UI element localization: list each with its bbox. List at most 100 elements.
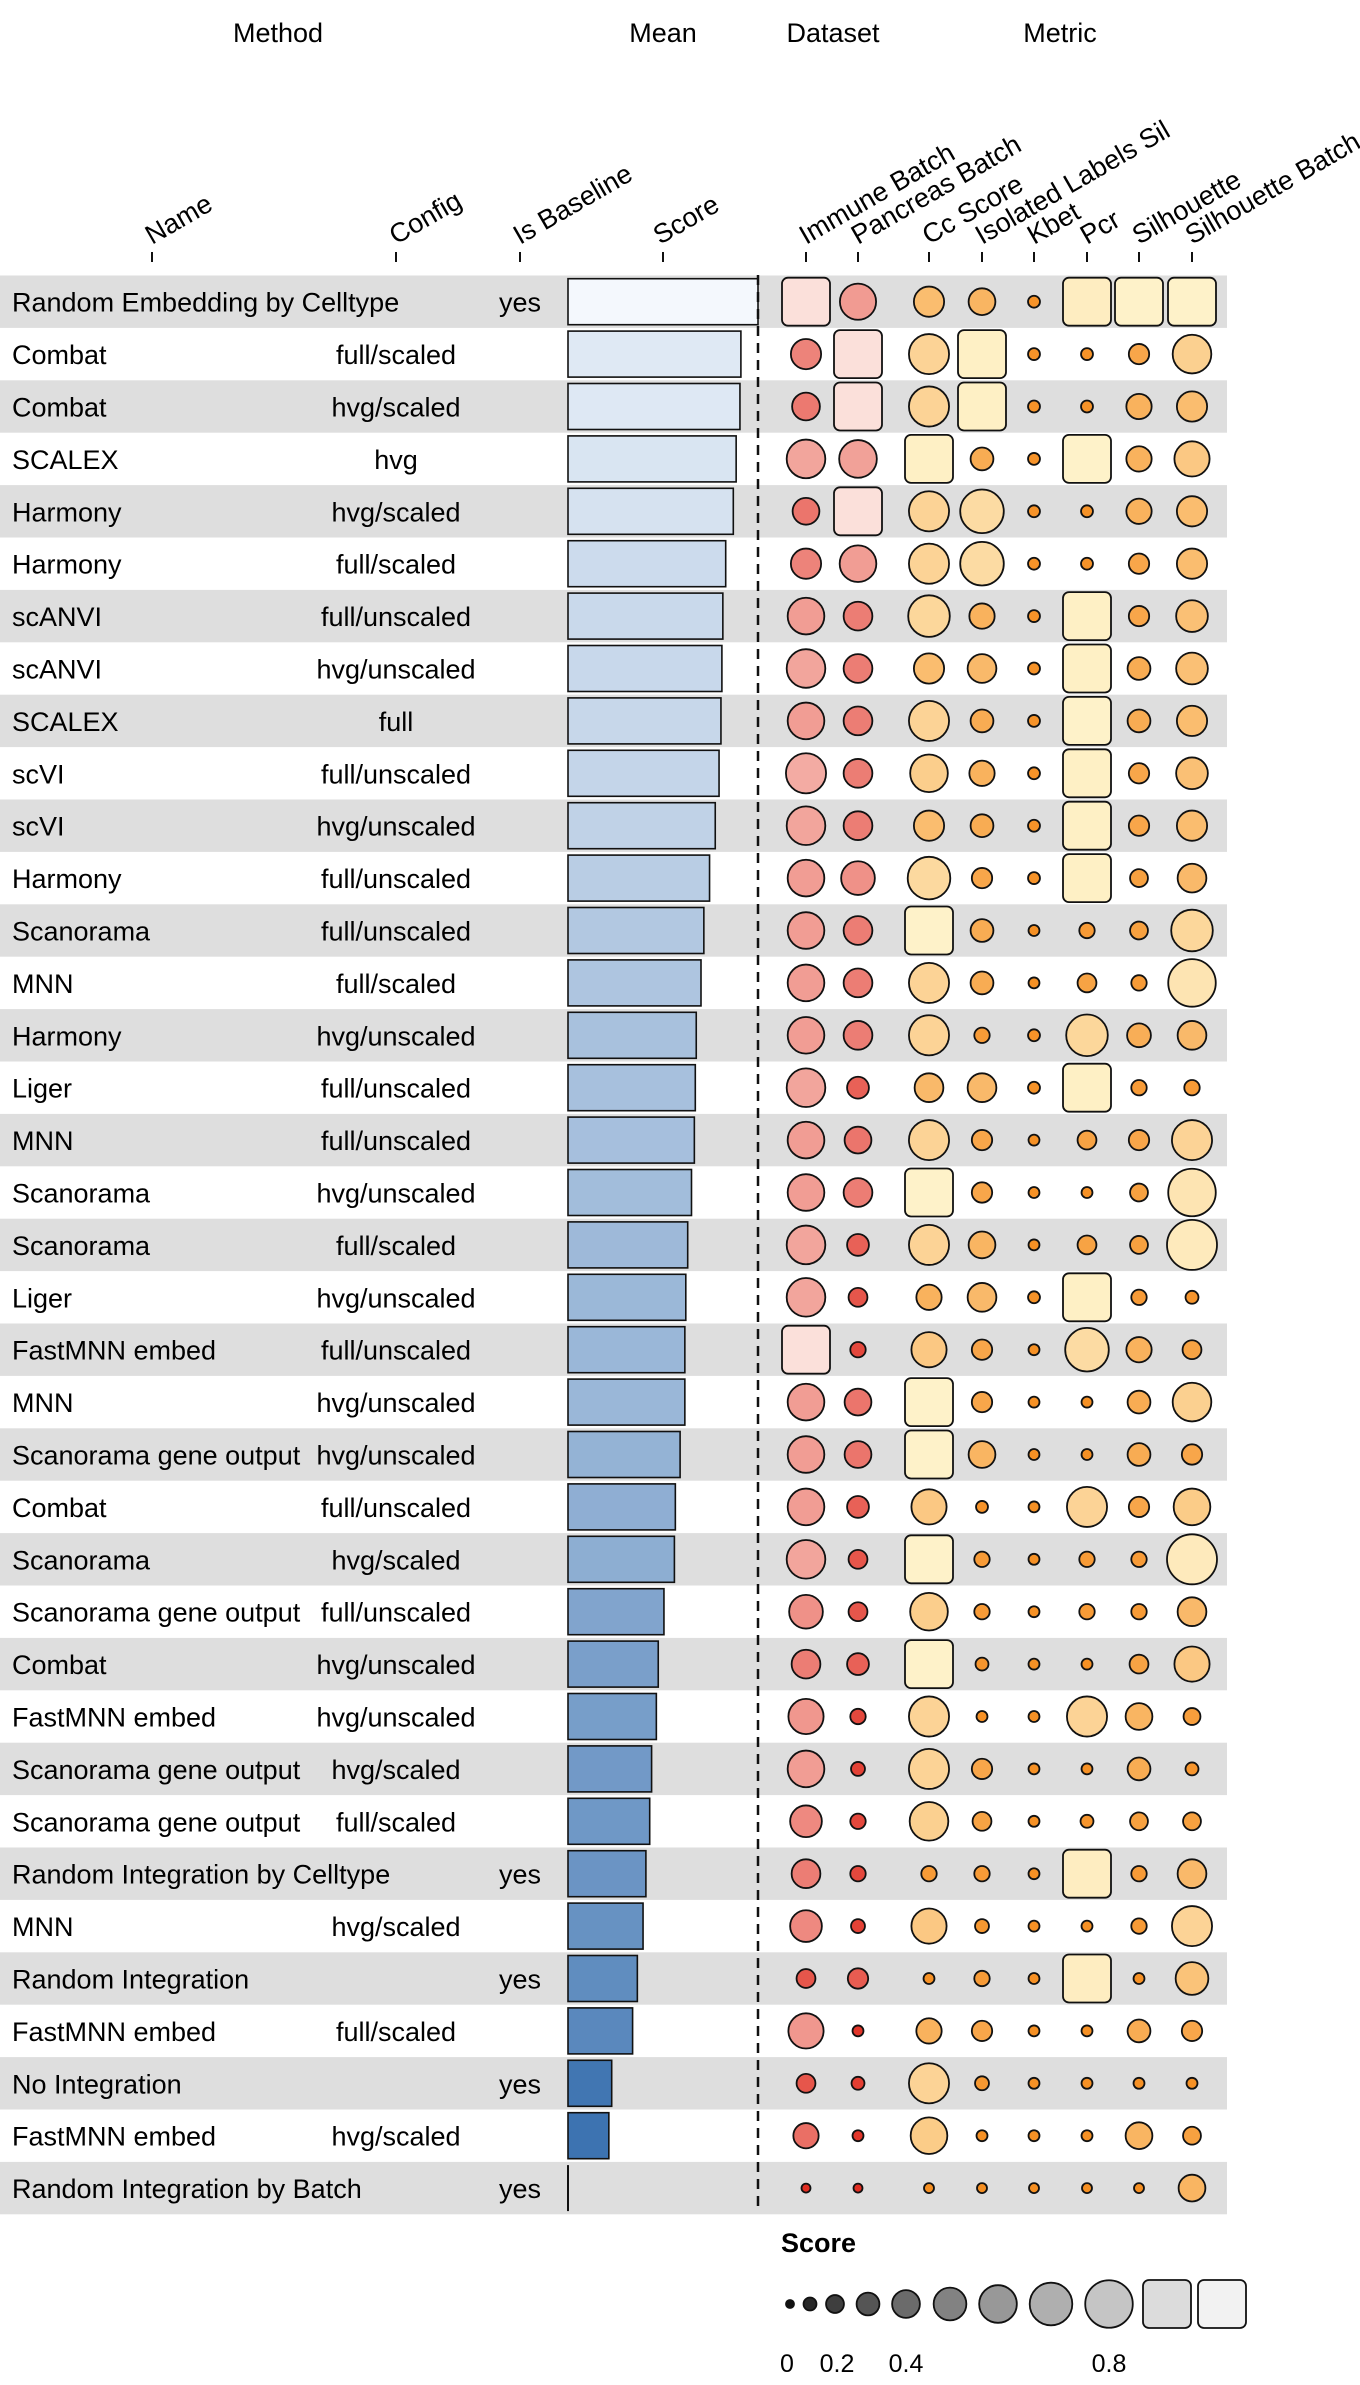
row-name: MNN [12, 1126, 74, 1156]
metric-circle [1127, 1495, 1151, 1518]
metric-circle [1175, 599, 1209, 633]
metric-square [1062, 433, 1112, 484]
metric-square [833, 381, 883, 432]
metric-circle [908, 385, 950, 428]
legend-title: Score [781, 2228, 856, 2258]
metric-circle [1027, 1238, 1041, 1252]
score-bar [567, 1273, 687, 1322]
metric-square [904, 1534, 954, 1585]
row-name: Harmony [12, 550, 122, 580]
legend-tick-label: 0.4 [889, 2350, 924, 2378]
metric-circle [786, 1749, 826, 1789]
metric-square [957, 329, 1007, 380]
row-stripe [0, 2057, 1227, 2110]
table-row: SCALEX hvg [12, 433, 1211, 484]
metric-circle [786, 701, 826, 741]
metric-circle [974, 2075, 990, 2092]
metric-circle [970, 867, 994, 890]
metric-circle [1185, 2076, 1199, 2090]
metric-circle [922, 1972, 936, 1985]
metric-circle [970, 1338, 994, 1361]
metric-circle [1080, 1657, 1094, 1671]
metric-circle [966, 1282, 998, 1313]
legend-circle [802, 2296, 818, 2312]
metric-circle [1174, 1961, 1210, 1996]
metric-circle [1127, 552, 1151, 575]
metric-circle [1129, 920, 1149, 941]
score-bar [567, 1430, 681, 1479]
metric-circle [800, 2182, 812, 2194]
metric-circle [969, 813, 995, 839]
row-baseline: yes [499, 2069, 541, 2099]
row-name: Scanorama [12, 917, 151, 947]
metric-circle [1126, 2018, 1152, 2044]
metric-circle [847, 1548, 869, 1570]
table-row: FastMNN embed hvg/unscaled [12, 1692, 1202, 1741]
metric-circle [1176, 1596, 1208, 1627]
column-header-score-text: Score [648, 189, 724, 250]
metric-circle [1166, 1533, 1218, 1586]
metric-circle [1027, 976, 1041, 990]
metric-circle [970, 1391, 994, 1414]
table-row: Liger full/unscaled [12, 1062, 1201, 1113]
table-row: Scanorama gene output full/unscaled [12, 1587, 1208, 1636]
metric-circle [1080, 347, 1094, 361]
metric-circle [852, 2182, 864, 2194]
metric-circle [1027, 504, 1041, 519]
metric-circle [850, 1918, 866, 1934]
legend-circle [932, 2286, 968, 2322]
metric-circle [1183, 1079, 1201, 1097]
metric-circle [1027, 1762, 1041, 1776]
table-row: Combat hvg/scaled [12, 381, 1209, 432]
column-header-config: Config [384, 185, 467, 250]
group-label-dataset: Dataset [786, 18, 880, 48]
score-bar [567, 2111, 610, 2160]
row-config: full/unscaled [321, 1336, 471, 1366]
metric-circle [842, 705, 874, 737]
metric-circle [966, 1072, 998, 1103]
metric-circle [908, 333, 950, 376]
metric-circle [847, 1286, 869, 1308]
metric-circle [1129, 1182, 1149, 1203]
metric-circle [1076, 972, 1098, 994]
metric-circle [1126, 1022, 1152, 1049]
metric-circle [1182, 2125, 1202, 2146]
score-bar [567, 1063, 697, 1112]
metric-circle [912, 652, 946, 685]
metric-circle [907, 594, 951, 638]
table-row: Combat hvg/unscaled [12, 1639, 1211, 1689]
table-row: scVI full/unscaled [12, 748, 1209, 799]
metric-circle [1079, 1813, 1095, 1829]
metric-circle [1130, 1288, 1148, 1306]
metric-circle [846, 1495, 870, 1519]
metric-square [1062, 643, 1112, 694]
column-header-name-text: Name [140, 188, 217, 250]
metric-circle [1175, 547, 1209, 580]
metric-circle [1175, 390, 1209, 423]
column-header-config-text: Config [384, 185, 467, 250]
metric-circle [842, 967, 874, 999]
legend-circle [825, 2294, 845, 2314]
metric-circle [842, 1020, 874, 1051]
metric-circle [1081, 2182, 1093, 2194]
metric-square [1062, 591, 1112, 641]
row-name: SCALEX [12, 445, 119, 475]
row-name: FastMNN embed [12, 1336, 216, 1366]
table-row: Scanorama full/scaled [12, 1219, 1218, 1271]
table-row: Harmony hvg/unscaled [12, 1011, 1208, 1060]
metric-circle [1027, 2129, 1041, 2143]
score-bar [567, 1168, 693, 1217]
row-config: full/unscaled [321, 1598, 471, 1628]
metric-circle [786, 911, 826, 950]
metric-circle [1076, 1234, 1098, 1256]
table-row: Combat full/unscaled [12, 1483, 1212, 1531]
table-row: Random Integration yes [12, 1953, 1210, 2004]
metric-square [904, 1429, 954, 1480]
metric-square [833, 486, 883, 537]
row-baseline: yes [499, 1965, 541, 1995]
metric-circle [1027, 1605, 1041, 1619]
table-rows: Random Embedding by Celltype yes Combat ful… [12, 276, 1218, 2212]
score-bar [567, 1011, 698, 1060]
row-name: Random Integration [12, 1965, 249, 1995]
metric-circle [1129, 1235, 1149, 1255]
